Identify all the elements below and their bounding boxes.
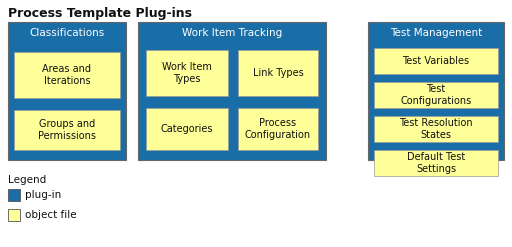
Text: Test Management: Test Management — [390, 28, 482, 38]
Text: Work Item Tracking: Work Item Tracking — [182, 28, 282, 38]
Bar — [138, 22, 326, 160]
Text: Areas and
Iterations: Areas and Iterations — [42, 64, 92, 86]
Text: Test Resolution
States: Test Resolution States — [399, 118, 473, 140]
Text: Groups and
Permissions: Groups and Permissions — [38, 119, 96, 141]
Bar — [146, 50, 228, 96]
Text: Legend: Legend — [8, 175, 46, 185]
Bar — [374, 48, 498, 74]
Bar — [14, 52, 120, 98]
Text: Test
Configurations: Test Configurations — [400, 84, 472, 106]
Bar — [8, 189, 20, 201]
Bar — [374, 116, 498, 142]
Bar — [238, 50, 318, 96]
Bar — [8, 22, 126, 160]
Text: object file: object file — [25, 210, 77, 220]
Bar — [8, 209, 20, 221]
Text: Categories: Categories — [161, 124, 214, 134]
Bar — [374, 82, 498, 108]
Bar — [146, 108, 228, 150]
Text: Process Template Plug-ins: Process Template Plug-ins — [8, 6, 192, 20]
Bar — [14, 110, 120, 150]
Text: Default Test
Settings: Default Test Settings — [407, 152, 465, 174]
Text: Process
Configuration: Process Configuration — [245, 118, 311, 140]
Text: plug-in: plug-in — [25, 190, 61, 200]
Text: Classifications: Classifications — [29, 28, 104, 38]
Text: Test Variables: Test Variables — [402, 56, 470, 66]
Bar — [238, 108, 318, 150]
Text: Work Item
Types: Work Item Types — [162, 62, 212, 84]
Bar — [374, 150, 498, 176]
Bar — [368, 22, 504, 160]
Text: Link Types: Link Types — [252, 68, 304, 78]
